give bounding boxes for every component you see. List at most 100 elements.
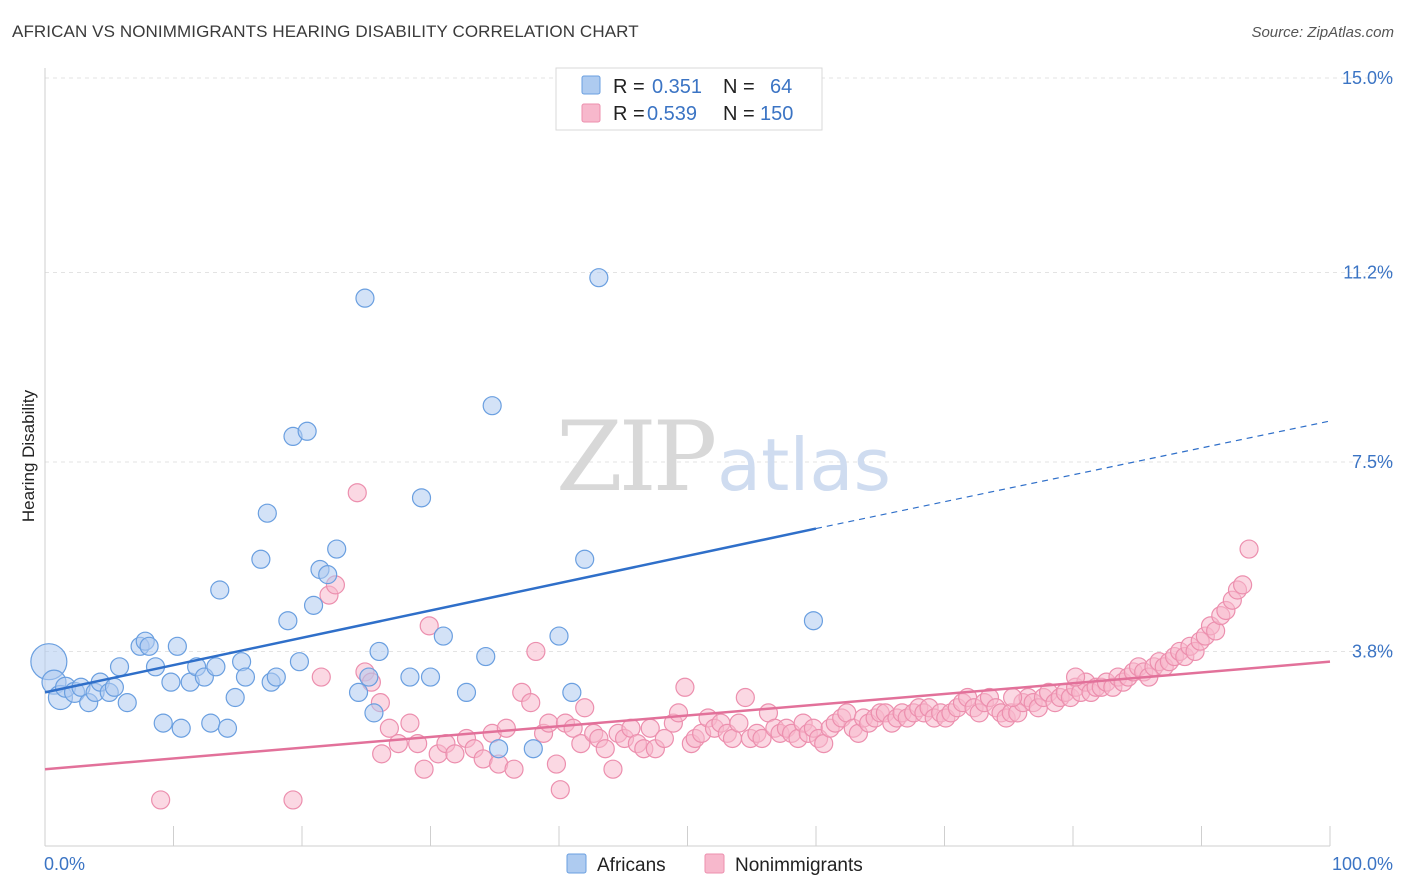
nonimmigrants-point-50 <box>668 703 689 723</box>
africans-point-53 <box>476 646 496 667</box>
trend-lines <box>44 420 1331 771</box>
africans-point-38 <box>297 421 317 441</box>
legend-r-label-africans: R = <box>613 76 645 98</box>
africans-point-47 <box>369 641 389 662</box>
africans-point-24 <box>201 713 221 733</box>
africans-point-19 <box>167 636 187 656</box>
series-africans <box>30 268 824 759</box>
africans-point-52 <box>456 682 477 703</box>
y-tick-label-0: 3.8% <box>1352 641 1393 661</box>
legend-n-label-africans: N = <box>723 76 755 98</box>
legend-n-value-africans: 64 <box>770 76 792 98</box>
nonimmigrants-point-30 <box>539 713 559 733</box>
africans-point-51 <box>433 626 453 646</box>
tick-labels: 3.8% 7.5% 11.2% 15.0% 0.0% 100.0% <box>44 68 1393 874</box>
nonimmigrants-point-10 <box>379 718 399 738</box>
legend-bottom: Africans Nonimmigrants <box>566 853 863 876</box>
africans-point-49 <box>411 488 432 508</box>
legend-r-label-nonimmigrants: R = <box>613 103 645 125</box>
africans-point-32 <box>257 503 277 523</box>
africans-point-28 <box>225 687 245 708</box>
nonimmigrants-point-24 <box>496 718 516 738</box>
nonimmigrants-point-9 <box>372 744 392 764</box>
legend-swatch-africans <box>581 75 601 95</box>
nonimmigrants-point-156 <box>1003 687 1023 708</box>
africans-point-30 <box>235 667 256 687</box>
nonimmigrants-point-5 <box>347 483 367 503</box>
africans-point-42 <box>327 539 347 559</box>
watermark-zip: ZIP <box>556 401 715 513</box>
nonimmigrants-point-154 <box>1239 539 1259 559</box>
watermark: ZIP atlas <box>556 401 891 513</box>
nonimmigrants-point-153 <box>1233 575 1253 595</box>
nonimmigrants-point-15 <box>419 616 439 636</box>
africans-point-57 <box>549 626 569 646</box>
grid-lines <box>45 77 1395 652</box>
x-tick-label-1: 100.0% <box>1332 854 1393 874</box>
x-tick-label-0: 0.0% <box>44 854 85 874</box>
nonimmigrants-point-39 <box>595 739 615 759</box>
nonimmigrants-point-60 <box>729 713 749 733</box>
data-points <box>30 268 1259 810</box>
africans-point-31 <box>251 549 271 569</box>
legend-r-value-nonimmigrants: 0.539 <box>647 103 697 125</box>
nonimmigrants-point-36 <box>575 698 595 718</box>
nonimmigrants-point-31 <box>546 754 567 774</box>
axes <box>44 68 1331 847</box>
africans-point-10 <box>104 677 124 697</box>
africans-point-15 <box>139 636 159 656</box>
nonimmigrants-point-14 <box>414 759 434 779</box>
nonimmigrants-point-1 <box>283 790 303 810</box>
nonimmigrants-point-11 <box>388 733 408 754</box>
africans-point-37 <box>289 652 310 672</box>
africans-point-20 <box>171 718 191 738</box>
nonimmigrants-point-0 <box>151 790 171 810</box>
bottom-legend-label-nonimmigrants: Nonimmigrants <box>735 855 863 876</box>
nonimmigrants-point-27 <box>521 693 541 713</box>
nonimmigrants-point-35 <box>571 733 591 754</box>
nonimmigrants-point-12 <box>400 713 420 733</box>
africans-point-59 <box>575 549 595 569</box>
source-credit: Source: ZipAtlas.com <box>1251 24 1394 41</box>
africans-point-54 <box>482 396 502 416</box>
legend-n-label-nonimmigrants: N = <box>723 103 755 125</box>
legend-r-value-africans: 0.351 <box>652 76 702 98</box>
africans-point-56 <box>523 739 543 759</box>
nonimmigrants-point-51 <box>675 677 695 697</box>
bottom-legend-label-africans: Africans <box>597 855 666 876</box>
nonimmigrants-point-32 <box>550 780 570 800</box>
africans-point-26 <box>210 580 230 600</box>
africans-point-41 <box>318 565 338 585</box>
africans-point-11 <box>109 657 130 677</box>
nonimmigrants-point-2 <box>311 667 331 687</box>
trend-line-africans-extension <box>815 420 1331 530</box>
africans-point-12 <box>117 693 137 713</box>
nonimmigrants-point-28 <box>526 641 546 662</box>
africans-point-46 <box>364 703 384 723</box>
chart-title: AFRICAN VS NONIMMIGRANTS HEARING DISABIL… <box>12 22 639 41</box>
nonimmigrants-point-48 <box>654 728 674 749</box>
bottom-legend-swatch-africans <box>566 853 587 874</box>
africans-point-44 <box>355 288 375 308</box>
africans-point-18 <box>161 672 181 692</box>
series-nonimmigrants <box>151 483 1259 810</box>
africans-point-35 <box>278 611 298 631</box>
y-tick-label-1: 7.5% <box>1352 452 1393 472</box>
y-tick-label-3: 15.0% <box>1342 68 1393 88</box>
africans-point-50 <box>420 667 441 687</box>
africans-point-55 <box>489 739 509 759</box>
africans-point-45 <box>359 667 379 687</box>
bottom-legend-swatch-nonimmigrants <box>704 853 725 874</box>
legend-n-value-nonimmigrants: 150 <box>760 103 793 125</box>
y-axis-label: Hearing Disability <box>19 389 38 522</box>
africans-point-25 <box>206 657 226 677</box>
africans-point-48 <box>400 667 420 687</box>
africans-point-27 <box>217 718 238 738</box>
africans-point-43 <box>348 682 369 703</box>
nonimmigrants-point-18 <box>445 744 465 764</box>
africans-point-34 <box>266 667 286 687</box>
africans-point-39 <box>303 595 324 615</box>
africans-point-60 <box>589 268 609 288</box>
africans-point-58 <box>562 682 582 703</box>
